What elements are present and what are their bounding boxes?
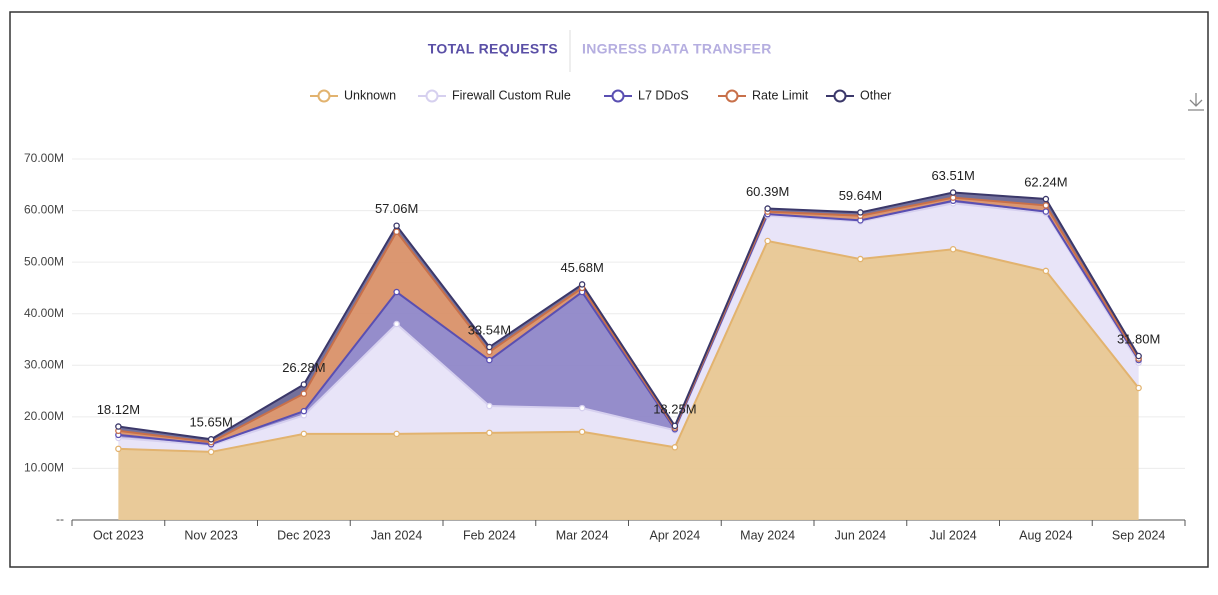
point <box>764 205 771 212</box>
legend-label: Firewall Custom Rule <box>452 88 571 102</box>
point <box>578 404 586 412</box>
y-tick-label: 60.00M <box>24 203 64 217</box>
y-tick-label: 40.00M <box>24 306 64 320</box>
legend-marker <box>611 89 625 103</box>
total-label: 18.12M <box>97 402 140 417</box>
tab-active[interactable]: TOTAL REQUESTS <box>428 41 558 57</box>
point <box>300 430 308 438</box>
line <box>118 191 1140 441</box>
total-label: 63.51M <box>931 168 974 183</box>
point <box>764 237 771 245</box>
total-label: 45.68M <box>560 260 603 275</box>
point <box>393 222 400 229</box>
download-glyph[interactable] <box>1188 93 1204 111</box>
point <box>578 428 586 436</box>
y-tick-label: 70.00M <box>24 151 64 165</box>
point <box>1042 202 1050 209</box>
total-label: 33.54M <box>468 322 511 337</box>
point <box>393 430 400 438</box>
point <box>1042 267 1050 275</box>
total-label: 59.64M <box>839 188 882 203</box>
legend-label: Rate Limit <box>752 88 809 102</box>
total-label: 18.25M <box>653 401 696 416</box>
x-tick-label: Jun 2024 <box>835 528 886 542</box>
y-tick-label: 10.00M <box>24 461 64 475</box>
point <box>393 288 400 296</box>
x-tick-label: Aug 2024 <box>1019 528 1073 542</box>
legend-marker <box>425 89 439 103</box>
x-tick-label: Jan 2024 <box>371 528 422 542</box>
line <box>118 202 1140 447</box>
point <box>207 436 215 443</box>
legend-marker <box>725 89 739 103</box>
line <box>118 199 1140 446</box>
area <box>118 203 1139 452</box>
x-tick-label: May 2024 <box>740 528 795 542</box>
total-label: 15.65M <box>189 415 232 430</box>
legend-marker <box>833 89 847 103</box>
point <box>115 445 122 453</box>
point <box>486 402 493 410</box>
point <box>207 448 215 456</box>
total-label: 57.06M <box>375 201 418 216</box>
area <box>118 240 1139 520</box>
point <box>1042 195 1050 203</box>
point <box>300 381 308 388</box>
legend-label: L7 DDoS <box>638 88 689 102</box>
point <box>857 209 864 216</box>
point <box>949 194 957 201</box>
point <box>115 423 122 430</box>
x-tick-label: Jul 2024 <box>929 528 976 542</box>
y-tick-label: -- <box>56 512 64 526</box>
line <box>118 196 1140 444</box>
point <box>671 422 679 430</box>
line <box>118 239 1140 453</box>
tab-inactive[interactable]: INGRESS DATA TRANSFER <box>582 41 772 57</box>
download-icon[interactable] <box>1188 93 1204 111</box>
x-tick-label: Sep 2024 <box>1112 528 1166 542</box>
y-tick-label: 50.00M <box>24 254 64 268</box>
point <box>857 255 864 263</box>
point <box>671 444 679 451</box>
x-tick-label: Apr 2024 <box>650 528 701 542</box>
point <box>949 189 957 196</box>
x-tick-label: Oct 2023 <box>93 528 144 542</box>
total-label: 26.28M <box>282 360 325 375</box>
point <box>486 343 493 351</box>
legend-marker <box>317 89 331 103</box>
point <box>1135 384 1142 392</box>
y-tick-label: 20.00M <box>24 409 64 423</box>
legend-label: Other <box>860 88 891 102</box>
area <box>118 200 1139 446</box>
x-tick-label: Dec 2023 <box>277 528 331 542</box>
point <box>578 281 586 288</box>
total-label: 31.80M <box>1117 331 1160 346</box>
point <box>393 320 400 328</box>
total-label: 60.39M <box>746 184 789 199</box>
point <box>486 356 493 364</box>
point <box>1042 208 1050 215</box>
point <box>1135 352 1142 360</box>
y-tick-label: 30.00M <box>24 357 64 371</box>
point <box>300 407 308 415</box>
point <box>300 390 308 397</box>
point <box>393 228 400 235</box>
x-tick-label: Feb 2024 <box>463 528 516 542</box>
total-label: 62.24M <box>1024 174 1067 189</box>
legend-label: Unknown <box>344 88 396 102</box>
point <box>949 245 957 253</box>
point <box>486 429 493 437</box>
x-tick-label: Nov 2023 <box>184 528 238 542</box>
x-tick-label: Mar 2024 <box>556 528 609 542</box>
